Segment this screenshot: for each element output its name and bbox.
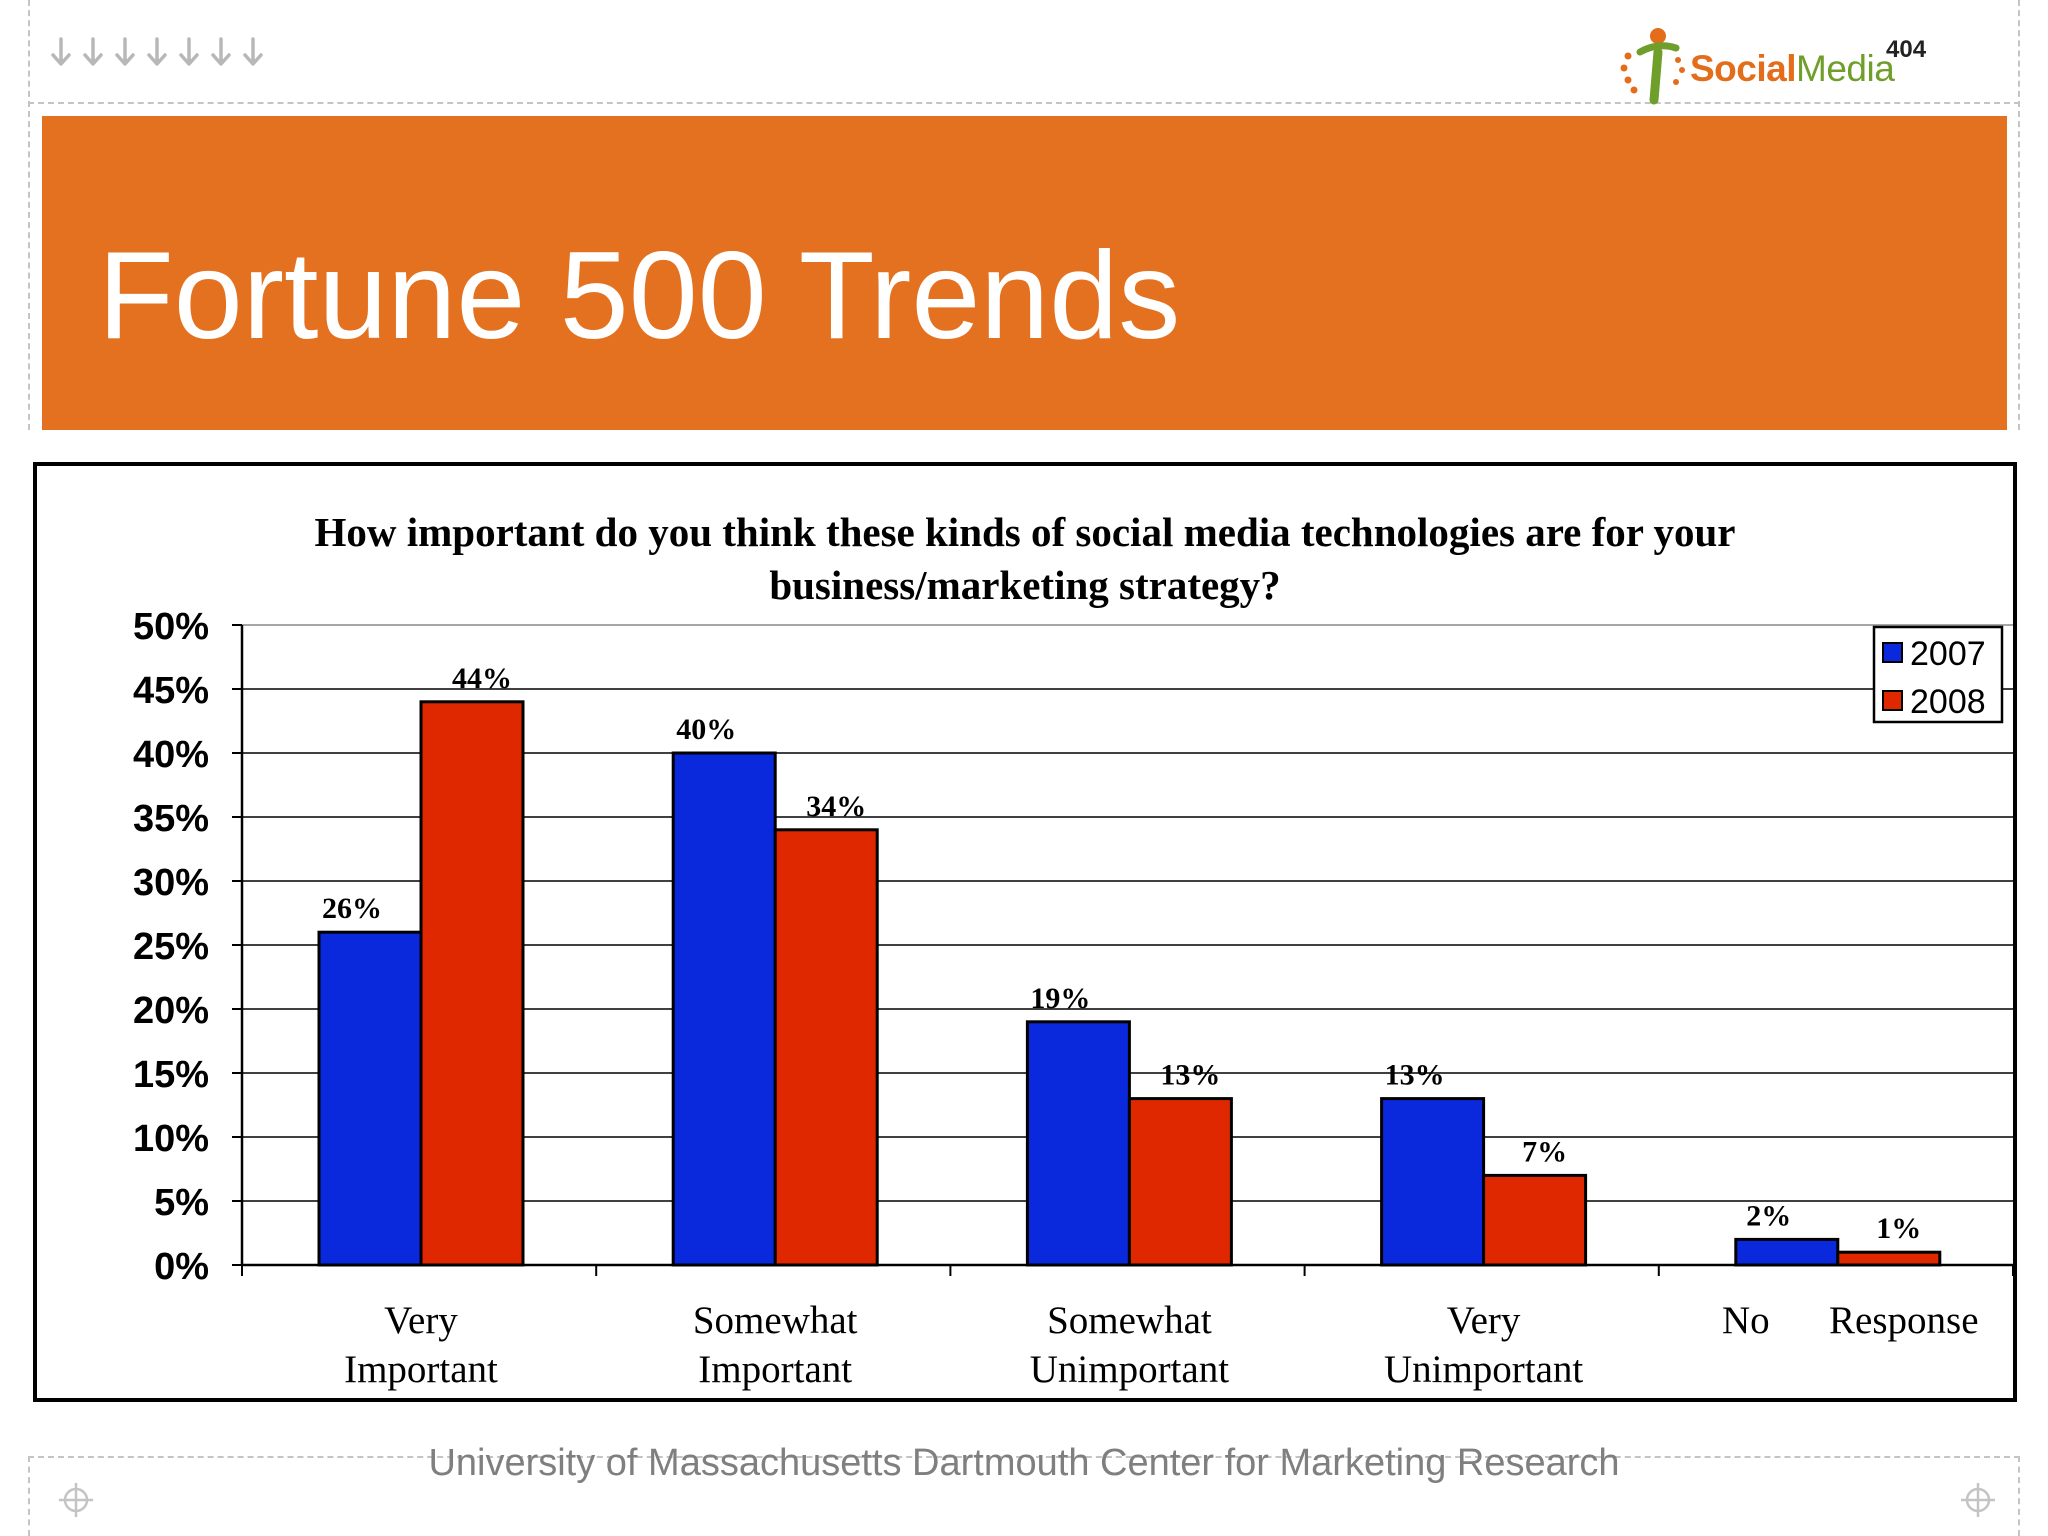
bar-2008 bbox=[1836, 1250, 1942, 1267]
y-tick-label: 10% bbox=[133, 1118, 209, 1160]
crosshair-icon bbox=[1961, 1483, 1995, 1517]
socialmedia404-logo: SocialMedia 404 bbox=[1618, 26, 1938, 106]
y-tick-label: 40% bbox=[133, 734, 209, 776]
arrow-down-icon bbox=[211, 37, 231, 66]
footer-divider bbox=[28, 1456, 2020, 1458]
data-label: 2% bbox=[1746, 1199, 1791, 1232]
data-label: 1% bbox=[1876, 1212, 1921, 1245]
header-divider bbox=[28, 102, 2020, 104]
y-tick-label: 20% bbox=[133, 990, 209, 1032]
bar-2008 bbox=[1127, 1097, 1233, 1267]
bar-2007 bbox=[1025, 1020, 1131, 1267]
chart-title-line-2: business/marketing strategy? bbox=[769, 562, 1281, 608]
category-label: Response bbox=[1829, 1299, 1979, 1342]
arrow-down-icon bbox=[147, 37, 167, 66]
logo-word-social: Social bbox=[1690, 48, 1797, 89]
category-label: Very Important bbox=[344, 1299, 498, 1391]
data-label: 40% bbox=[676, 713, 736, 746]
left-frame-line bbox=[28, 0, 30, 430]
data-label: 44% bbox=[452, 662, 512, 695]
legend-label: 2008 bbox=[1910, 683, 1986, 721]
legend-label: 2007 bbox=[1910, 635, 1986, 673]
left-footer-line bbox=[28, 1456, 30, 1536]
chart-frame: How important do you think these kinds o… bbox=[33, 462, 2017, 1402]
title-banner: Fortune 500 Trends bbox=[42, 116, 2007, 430]
bar-2007 bbox=[1380, 1097, 1486, 1267]
category-label: Somewhat Unimportant bbox=[1030, 1299, 1229, 1391]
logo-figure-icon bbox=[1620, 28, 1685, 105]
bar-2007 bbox=[671, 751, 777, 1267]
bar-2007 bbox=[317, 930, 423, 1267]
category-label: Very Unimportant bbox=[1384, 1299, 1583, 1391]
bar-2008 bbox=[1482, 1173, 1588, 1267]
arrow-down-icon bbox=[115, 37, 135, 66]
category-label: Somewhat Important bbox=[693, 1299, 858, 1391]
arrow-row bbox=[50, 36, 264, 68]
data-label: 13% bbox=[1160, 1059, 1220, 1092]
logo-word-media: Media bbox=[1796, 48, 1895, 89]
logo-number: 404 bbox=[1886, 36, 1927, 63]
legend-swatch-2008 bbox=[1882, 690, 1903, 711]
slide-title: Fortune 500 Trends bbox=[98, 227, 1181, 365]
bar-2007 bbox=[1734, 1237, 1840, 1267]
arrow-down-icon bbox=[243, 37, 263, 66]
arrow-down-icon bbox=[83, 37, 103, 66]
y-tick-label: 5% bbox=[154, 1182, 209, 1224]
data-label: 13% bbox=[1385, 1059, 1445, 1092]
data-label: 7% bbox=[1522, 1135, 1567, 1168]
chart-title-line-1: How important do you think these kinds o… bbox=[314, 509, 1736, 555]
bar-chart: 0% 5% 10% 15% 20% 25% 30% 35% 40% 45% 50% 26% 40% 19%… bbox=[133, 606, 2013, 1391]
bar-2008 bbox=[773, 828, 879, 1267]
arrow-down-icon bbox=[51, 37, 71, 66]
category-label: No bbox=[1722, 1299, 1770, 1342]
y-tick-label: 25% bbox=[133, 926, 209, 968]
right-frame-line bbox=[2018, 0, 2020, 430]
y-tick-label: 15% bbox=[133, 1054, 209, 1096]
footer-credit: University of Massachusetts Dartmouth Ce… bbox=[428, 1442, 1620, 1484]
y-tick-label: 35% bbox=[133, 798, 209, 840]
crosshair-icon bbox=[59, 1483, 93, 1517]
data-label: 34% bbox=[806, 790, 866, 823]
right-footer-line bbox=[2018, 1456, 2020, 1536]
data-label: 19% bbox=[1030, 982, 1090, 1015]
y-tick-label: 30% bbox=[133, 862, 209, 904]
y-tick-label: 45% bbox=[133, 670, 209, 712]
y-tick-label: 50% bbox=[133, 606, 209, 648]
data-label: 26% bbox=[322, 892, 382, 925]
arrow-down-icon bbox=[179, 37, 199, 66]
legend-swatch-2007 bbox=[1882, 642, 1903, 663]
chart-title: How important do you think these kinds o… bbox=[37, 506, 2013, 612]
y-tick-label: 0% bbox=[154, 1246, 209, 1288]
bar-2008 bbox=[419, 700, 525, 1267]
